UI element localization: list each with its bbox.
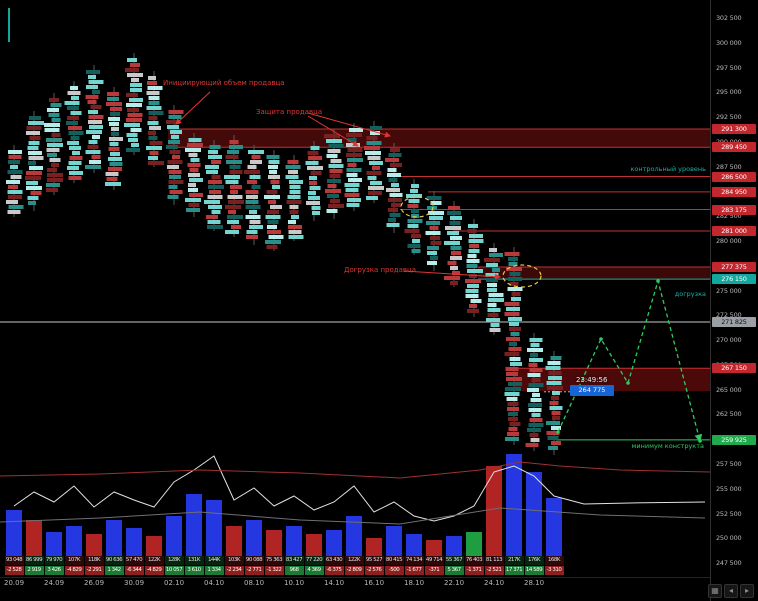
footprint-cluster (404, 179, 423, 255)
volume-bar (406, 534, 422, 556)
footprint-cluster (444, 201, 462, 287)
annotation-seller-defense: Защита продавца (256, 108, 323, 116)
volume-bar (466, 532, 482, 556)
volume-bar (386, 526, 402, 556)
cursor-time: 23:49:56 (576, 376, 608, 384)
volume-bar (526, 472, 542, 556)
footprint-cluster (385, 143, 403, 233)
highlight-ellipse (400, 196, 434, 218)
volume-bar (366, 538, 382, 556)
scroll-right-icon[interactable]: ▸ (740, 584, 754, 598)
volume-bar (306, 534, 322, 556)
volume-bar (6, 510, 22, 556)
footprint-cluster (324, 129, 344, 219)
note-control-level: контрольный уровень (630, 165, 706, 173)
footprint-cluster (504, 247, 523, 445)
annotation-arrow (403, 270, 501, 280)
price-axis-separator (710, 0, 711, 601)
projection-line (557, 278, 703, 443)
footprint-cluster (25, 111, 44, 211)
footprint-cluster (105, 87, 123, 190)
footprint-cluster (64, 81, 84, 183)
volume-bar (226, 526, 242, 556)
volume-bar (326, 530, 342, 556)
cursor-price-label: 264 775 (570, 385, 614, 396)
annotation-arrow (175, 91, 211, 125)
volume-bar (146, 536, 162, 556)
volume-bar (266, 530, 282, 556)
volume-bar (506, 454, 522, 556)
grid-icon[interactable]: ▦ (708, 584, 722, 598)
footprint-cluster (146, 71, 164, 167)
volume-ma-line (13, 455, 706, 522)
time-axis-separator (0, 577, 710, 578)
footprint-cluster (204, 140, 224, 231)
footprint-cluster (425, 191, 444, 271)
overlay-gray-line (0, 507, 706, 525)
highlight-ellipse (502, 264, 542, 288)
footprint-cluster (545, 351, 563, 455)
annotation-initiating-seller-volume: Инициирующий объем продавца (163, 79, 285, 87)
volume-bar (86, 534, 102, 556)
footprint-cluster (364, 121, 384, 203)
note-dogruzka: догрузка (674, 290, 706, 298)
footprint-cluster (85, 65, 104, 173)
footprint-cluster (44, 93, 63, 195)
footprint-cluster (124, 53, 143, 155)
footprint-cluster (224, 135, 244, 237)
volume-bar (106, 520, 122, 556)
volume-bar (426, 540, 442, 556)
volume-bar (126, 528, 142, 556)
volume-bar (286, 526, 302, 556)
volume-bar (346, 516, 362, 556)
overlay-red-line (0, 461, 711, 479)
footprint-cluster (465, 219, 484, 317)
volume-bar (246, 520, 262, 556)
level-band (478, 267, 710, 280)
left-edge-marker (8, 8, 10, 42)
level-band (515, 368, 710, 392)
footprint-cluster (185, 133, 203, 217)
footprint-cluster (305, 141, 323, 221)
footprint-cluster (525, 333, 544, 451)
volume-bar (186, 494, 202, 556)
volume-bar (66, 526, 82, 556)
chart-nav-icons: ▦ ◂ ▸ (708, 584, 754, 598)
footprint-cluster (484, 243, 504, 335)
volume-bar (446, 536, 462, 556)
footprint-cluster (244, 145, 264, 245)
level-band (168, 129, 710, 148)
scroll-left-icon[interactable]: ◂ (724, 584, 738, 598)
footprint-cluster (344, 123, 363, 211)
volume-bar (546, 498, 562, 556)
note-min-construct: минимум конструкта (631, 442, 704, 450)
volume-bar (206, 500, 222, 556)
cursor-tooltip: 23:49:56 264 775 (570, 376, 614, 396)
annotation-arrow (307, 112, 391, 138)
volume-bar (166, 516, 182, 556)
footprint-cluster (6, 145, 24, 217)
footprint-cluster (264, 150, 284, 251)
footprint-cluster (285, 155, 304, 241)
volume-bar (486, 466, 502, 556)
volume-bar (26, 520, 42, 556)
footprint-cluster (166, 105, 184, 205)
volume-bar (46, 532, 62, 556)
annotation-arrow (307, 115, 359, 147)
annotation-seller-reload: Догрузка продавца (344, 266, 417, 274)
